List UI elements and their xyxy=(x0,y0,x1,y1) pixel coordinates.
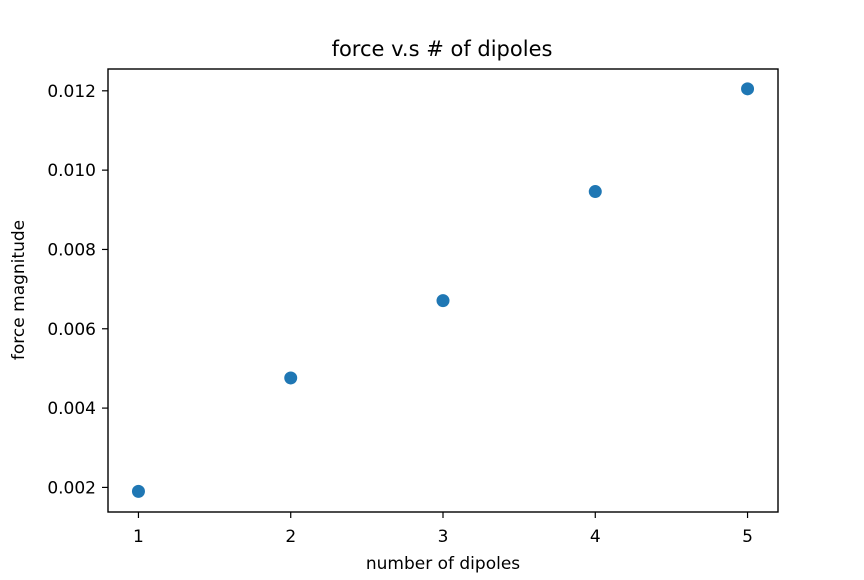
data-points xyxy=(131,82,755,498)
data-point xyxy=(284,371,298,385)
y-tick-label: 0.012 xyxy=(47,82,96,102)
y-axis-label: force magnitude xyxy=(9,220,29,360)
x-tick-label: 1 xyxy=(133,527,144,547)
chart-title: force v.s # of dipoles xyxy=(332,37,553,61)
x-tick-label: 4 xyxy=(590,527,601,547)
x-tick-label: 5 xyxy=(742,527,753,547)
data-point xyxy=(436,294,450,308)
x-axis-label: number of dipoles xyxy=(366,554,520,574)
data-point xyxy=(588,185,602,199)
data-point xyxy=(131,484,145,498)
data-point xyxy=(741,82,755,96)
plot-area-frame xyxy=(107,68,779,513)
x-axis-ticks: 1 2 3 4 5 xyxy=(133,512,753,547)
y-tick-label: 0.004 xyxy=(47,399,96,419)
x-tick-label: 3 xyxy=(438,527,449,547)
y-tick-label: 0.006 xyxy=(47,320,96,340)
y-axis-ticks: 0.002 0.004 0.006 0.008 0.010 0.012 xyxy=(47,82,108,498)
y-tick-label: 0.008 xyxy=(47,240,96,260)
y-tick-label: 0.010 xyxy=(47,161,96,181)
y-tick-label: 0.002 xyxy=(47,478,96,498)
x-tick-label: 2 xyxy=(285,527,296,547)
